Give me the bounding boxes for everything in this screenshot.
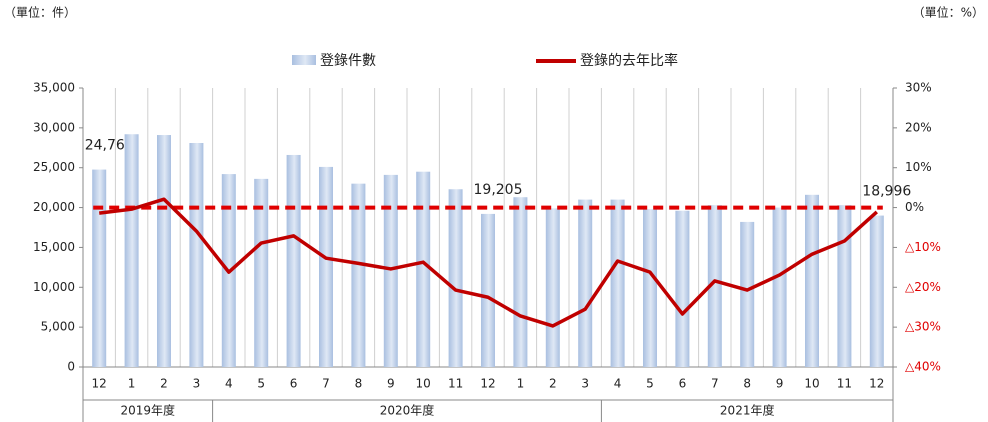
group-label: 2020年度 <box>380 403 435 418</box>
legend-swatch <box>292 55 316 65</box>
bar <box>189 143 204 367</box>
y-tick-label: 10,000 <box>33 280 75 294</box>
y2-tick-label: 0% <box>905 200 924 214</box>
bar <box>286 154 301 367</box>
x-tick-label: 10 <box>804 377 819 391</box>
x-tick-label: 8 <box>355 377 363 391</box>
bar <box>416 171 431 367</box>
y-tick-label: 20,000 <box>33 200 75 214</box>
x-tick-label: 10 <box>416 377 431 391</box>
y-tick-label: 30,000 <box>33 120 75 134</box>
x-tick-label: 2 <box>549 377 557 391</box>
bar <box>675 210 690 367</box>
x-tick-label: 11 <box>837 377 852 391</box>
y2-tick-label: △40% <box>905 360 941 374</box>
x-tick-label: 9 <box>387 377 395 391</box>
x-tick-label: 12 <box>869 377 884 391</box>
bar <box>92 169 107 367</box>
bar <box>707 205 722 367</box>
bar <box>481 213 495 367</box>
x-tick-label: 2 <box>160 377 168 391</box>
x-tick-label: 7 <box>711 377 719 391</box>
bar <box>805 194 819 367</box>
bar <box>610 199 625 367</box>
x-tick-label: 3 <box>581 377 589 391</box>
x-tick-label: 6 <box>290 377 298 391</box>
bar <box>643 209 657 367</box>
data-label: 19,205 <box>474 182 523 198</box>
y-tick-label: 5,000 <box>41 320 75 334</box>
bar <box>383 174 398 367</box>
x-tick-label: 1 <box>128 377 136 391</box>
x-tick-label: 5 <box>257 377 265 391</box>
legend-label: 登錄件數 <box>320 53 376 69</box>
y2-tick-label: △30% <box>905 320 941 334</box>
bar <box>124 134 139 367</box>
y2-tick-label: 30% <box>905 81 932 95</box>
bar <box>448 189 463 367</box>
bar <box>740 221 755 367</box>
group-label: 2019年度 <box>121 403 176 418</box>
x-tick-label: 11 <box>448 377 463 391</box>
left-unit: （單位：件） <box>4 5 76 20</box>
x-tick-label: 4 <box>614 377 622 391</box>
group-label: 2021年度 <box>720 403 775 418</box>
x-tick-label: 5 <box>646 377 654 391</box>
y2-tick-label: △10% <box>905 240 941 254</box>
right-unit: （單位：%） <box>913 5 984 20</box>
x-tick-label: 12 <box>92 377 107 391</box>
x-tick-label: 3 <box>193 377 201 391</box>
bar <box>513 197 528 367</box>
y-tick-label: 35,000 <box>33 81 75 95</box>
x-tick-label: 7 <box>322 377 330 391</box>
y2-tick-label: △20% <box>905 280 941 294</box>
x-tick-label: 9 <box>776 377 784 391</box>
bar <box>837 205 852 367</box>
bar <box>869 215 884 367</box>
y-tick-label: 0 <box>67 360 75 374</box>
x-tick-label: 1 <box>517 377 525 391</box>
data-label: 18,996 <box>862 184 911 200</box>
y-tick-label: 15,000 <box>33 240 75 254</box>
bar <box>545 208 560 367</box>
bar <box>157 135 171 367</box>
y2-tick-label: 10% <box>905 160 932 174</box>
x-tick-label: 6 <box>679 377 687 391</box>
data-label: 24,766 <box>85 138 134 154</box>
bar <box>319 166 333 367</box>
x-tick-label: 4 <box>225 377 233 391</box>
x-tick-label: 12 <box>480 377 495 391</box>
y-tick-label: 25,000 <box>33 160 75 174</box>
bar <box>254 178 269 367</box>
line-series <box>98 197 878 328</box>
bar <box>578 199 593 367</box>
bar <box>772 207 787 367</box>
legend-label: 登錄的去年比率 <box>580 52 678 69</box>
y2-tick-label: 20% <box>905 120 932 134</box>
x-tick-label: 8 <box>743 377 751 391</box>
bar <box>351 183 366 367</box>
